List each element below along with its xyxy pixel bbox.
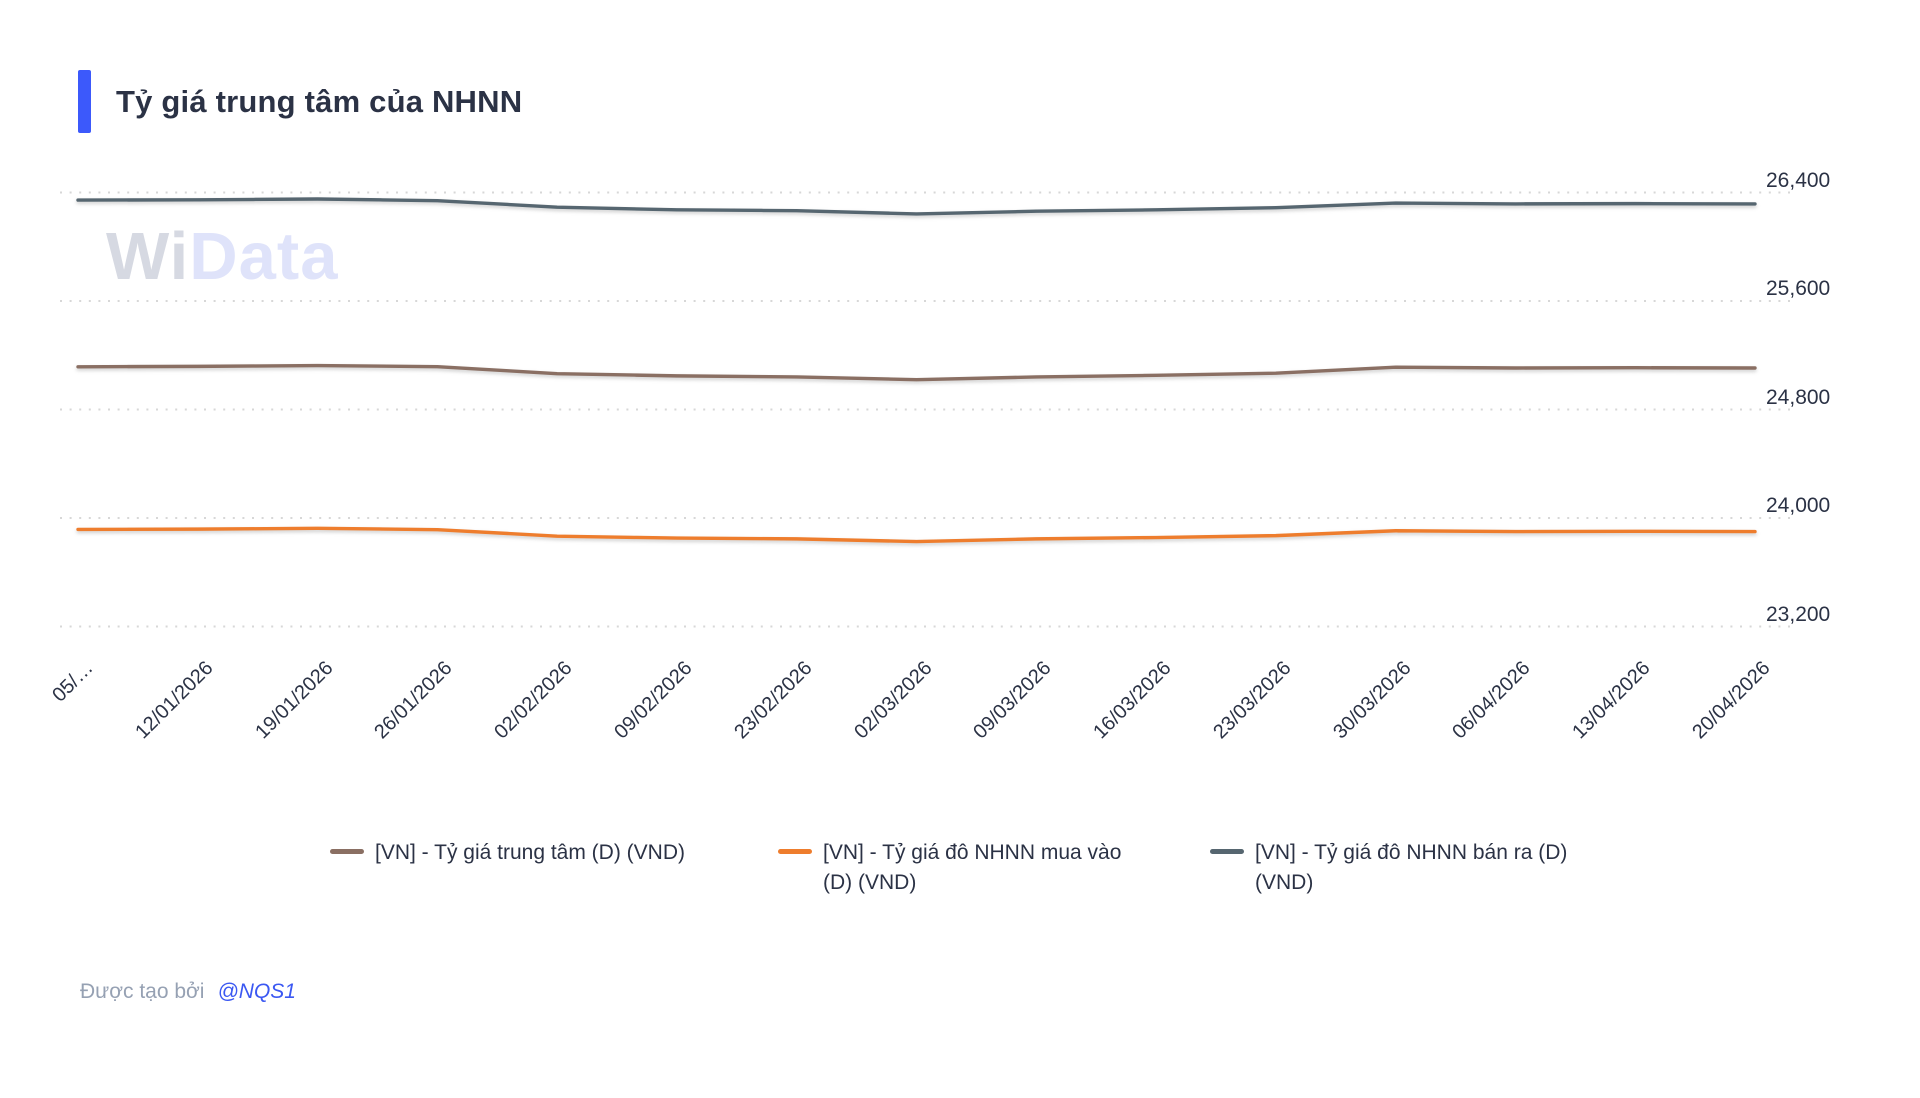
footer-credit: Được tạo bởi @NQS1 <box>80 980 296 1004</box>
chart-header: Tỷ giá trung tâm của NHNN <box>78 70 522 133</box>
footer-credit-text: Được tạo bởi <box>80 980 205 1003</box>
y-axis-label: 25,600 <box>1766 277 1831 300</box>
legend-item-1[interactable]: [VN] - Tỷ giá đô NHNN mua vào (D) (VND) <box>778 838 1145 898</box>
series-line-0 <box>76 363 1757 382</box>
legend-label: [VN] - Tỷ giá trung tâm (D) (VND) <box>375 841 685 864</box>
y-axis-label: 26,400 <box>1766 168 1831 192</box>
legend-swatch <box>330 849 364 854</box>
legend-label: [VN] - Tỷ giá đô NHNN bán ra (D) (VND) <box>1255 841 1568 894</box>
legend-item-0[interactable]: [VN] - Tỷ giá trung tâm (D) (VND) <box>330 838 685 868</box>
series-line-2 <box>76 197 1757 216</box>
author-link[interactable]: @NQS1 <box>217 980 296 1003</box>
y-axis-label: 24,800 <box>1766 385 1831 409</box>
legend-label: [VN] - Tỷ giá đô NHNN mua vào (D) (VND) <box>823 841 1122 894</box>
page-title: Tỷ giá trung tâm của NHNN <box>116 83 523 119</box>
series-line-1 <box>76 526 1757 544</box>
y-axis-label: 24,000 <box>1766 494 1831 517</box>
title-accent-bar <box>78 70 91 133</box>
legend-swatch <box>1210 849 1244 854</box>
legend-item-2[interactable]: [VN] - Tỷ giá đô NHNN bán ra (D) (VND) <box>1210 838 1607 898</box>
y-axis-label: 23,200 <box>1766 602 1831 626</box>
legend-swatch <box>778 849 812 854</box>
